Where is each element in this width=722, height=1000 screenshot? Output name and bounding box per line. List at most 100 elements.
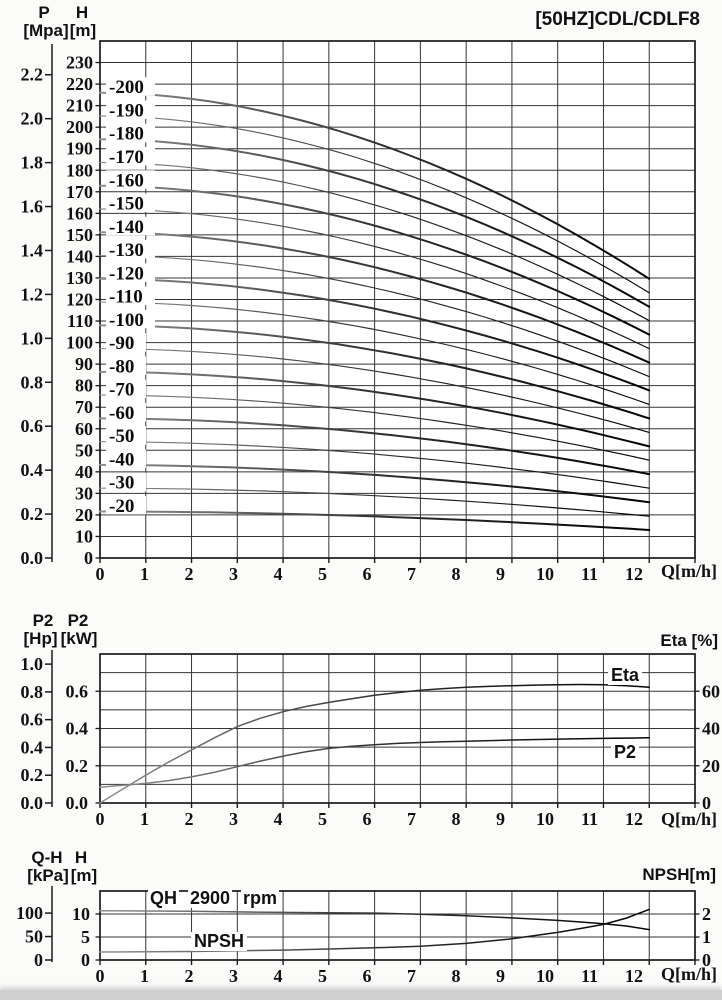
h-tick-label: 100 [66, 333, 93, 353]
hp-tick-label: 0.4 [21, 737, 44, 757]
hq-curve--30 [99, 487, 650, 517]
curve-Eta [99, 683, 650, 804]
curve-label-bg [106, 123, 155, 143]
qh-curve-label: QH 2900 rpm [148, 888, 280, 908]
h-tick-label: 230 [66, 53, 93, 73]
curve-label-bg [106, 356, 146, 375]
stage-curve-label--30: -30 [109, 473, 134, 494]
x-tick-label-1: 2 [185, 564, 194, 584]
x-tick-label-2: 6 [363, 809, 372, 829]
x-tick-label-2: 4 [274, 809, 283, 829]
hq-curve--120 [99, 277, 651, 392]
stage-curve-label--160: -160 [109, 170, 144, 191]
p-tick-label: 1.8 [21, 153, 44, 173]
h-tick-label: 20 [75, 505, 93, 525]
h-tick-label: 180 [66, 160, 93, 180]
h-tick-label: 150 [66, 225, 93, 245]
x-tick-label-3: 1 [140, 966, 149, 986]
npsh-tick-label: 1 [702, 927, 711, 947]
kpa-tick-label: 0 [34, 950, 43, 970]
h-bottom-tick-label: 10 [72, 904, 90, 924]
x-tick-label-3: 10 [536, 966, 554, 986]
x-tick-label-1: 12 [625, 564, 643, 584]
curve-label-bg [106, 379, 146, 399]
chart-title: [50HZ]CDL/CDLF8 [535, 9, 700, 30]
curve-label-bg [106, 216, 155, 236]
q-axis-label-bottom: Q[m/h] [661, 964, 717, 984]
stage-curve-label--120: -120 [109, 263, 144, 284]
x-tick-label-1: 9 [496, 564, 505, 584]
npsh-curve-label: NPSH [191, 932, 248, 951]
h-tick-label: 70 [75, 397, 93, 417]
h-axis-unit: [m] [69, 21, 97, 40]
h-bottom-tick-label: 5 [81, 927, 90, 947]
x-tick-label-3: 11 [581, 966, 598, 986]
x-tick-label-3: 4 [274, 966, 283, 986]
p-tick-label: 1.2 [21, 284, 44, 304]
h-tick-label: 200 [66, 117, 93, 137]
x-tick-label-3: 7 [407, 966, 416, 986]
x-tick-label-1: 1 [140, 564, 149, 584]
hq-curve--110 [99, 301, 650, 405]
x-tick-label-2: 2 [185, 809, 194, 829]
curve-label-bg [106, 170, 155, 189]
stage-curve-label--200: -200 [109, 77, 144, 98]
npsh-axis-header: NPSH[m] [642, 865, 716, 884]
q-axis-label-middle: Q[m/h] [661, 809, 717, 829]
kpa-tick-label: 100 [16, 903, 43, 923]
stage-curve-label--180: -180 [109, 124, 144, 145]
stage-curve-label--130: -130 [109, 240, 144, 261]
x-tick-label-1: 8 [452, 564, 461, 584]
stage-curve-label--40: -40 [109, 449, 134, 470]
eta-axis-header: Eta [%] [660, 631, 718, 650]
p-tick-label: 0.0 [21, 548, 44, 568]
kw-tick-label: 0.2 [66, 756, 89, 776]
x-tick-label-2: 12 [625, 809, 643, 829]
qh-kpa-axis-name: Q-H [31, 848, 63, 867]
hq-curve--200 [99, 91, 651, 280]
qh-curve-label-short: QH [148, 888, 179, 908]
hp-tick-label: 1.0 [21, 654, 44, 674]
curve-QH [99, 910, 650, 931]
stage-curve-label--80: -80 [109, 356, 134, 377]
h-axis-name: H [75, 3, 89, 22]
kpa-axis-unit: [kPa] [27, 866, 69, 885]
p2-hp-axis-name: P2 [32, 611, 54, 630]
x-tick-label-2: 8 [452, 809, 461, 829]
x-tick-label-2: 0 [96, 809, 105, 829]
scan-edge-artifact [0, 990, 722, 1000]
eta-tick-label: 20 [702, 756, 720, 776]
hq-curve--150 [99, 208, 650, 350]
x-tick-label-2: 1 [140, 809, 149, 829]
h-bottom-axis-unit: [m] [70, 866, 98, 885]
p2-kw-axis-name: P2 [67, 611, 89, 630]
curve-label-bg [106, 240, 155, 259]
x-tick-label-2: 11 [581, 809, 598, 829]
x-tick-label-2: 3 [229, 809, 238, 829]
h-tick-label: 30 [75, 483, 93, 503]
x-tick-label-3: 0 [96, 966, 105, 986]
curve-P2 [99, 737, 650, 788]
hp-tick-label: 0.6 [21, 710, 44, 730]
stage-curve-label--140: -140 [109, 217, 144, 238]
hq-curve--140 [99, 231, 651, 364]
x-tick-label-3: 6 [363, 966, 372, 986]
h-tick-label: 80 [75, 376, 93, 396]
hq-curve--160 [99, 184, 651, 336]
qh-curve-label-rpm-value: 2900 [188, 888, 233, 908]
p2-hp-axis-unit: [Hp] [23, 629, 58, 648]
x-tick-label-3: 8 [452, 966, 461, 986]
hq-curve--60 [99, 417, 651, 476]
npsh-tick-label: 0 [702, 950, 711, 970]
h-tick-label: 50 [75, 440, 93, 460]
curve-label-bg [106, 495, 146, 515]
h-tick-label: 130 [66, 268, 93, 288]
qh-curve-label-rpm-unit: rpm [241, 888, 280, 908]
curve-label-bg [106, 449, 146, 468]
curve-label-bg [106, 77, 155, 96]
hq-curve--90 [99, 348, 650, 433]
plot-border [99, 40, 696, 559]
h-tick-label: 40 [75, 462, 93, 482]
hq-curve--40 [99, 463, 651, 504]
